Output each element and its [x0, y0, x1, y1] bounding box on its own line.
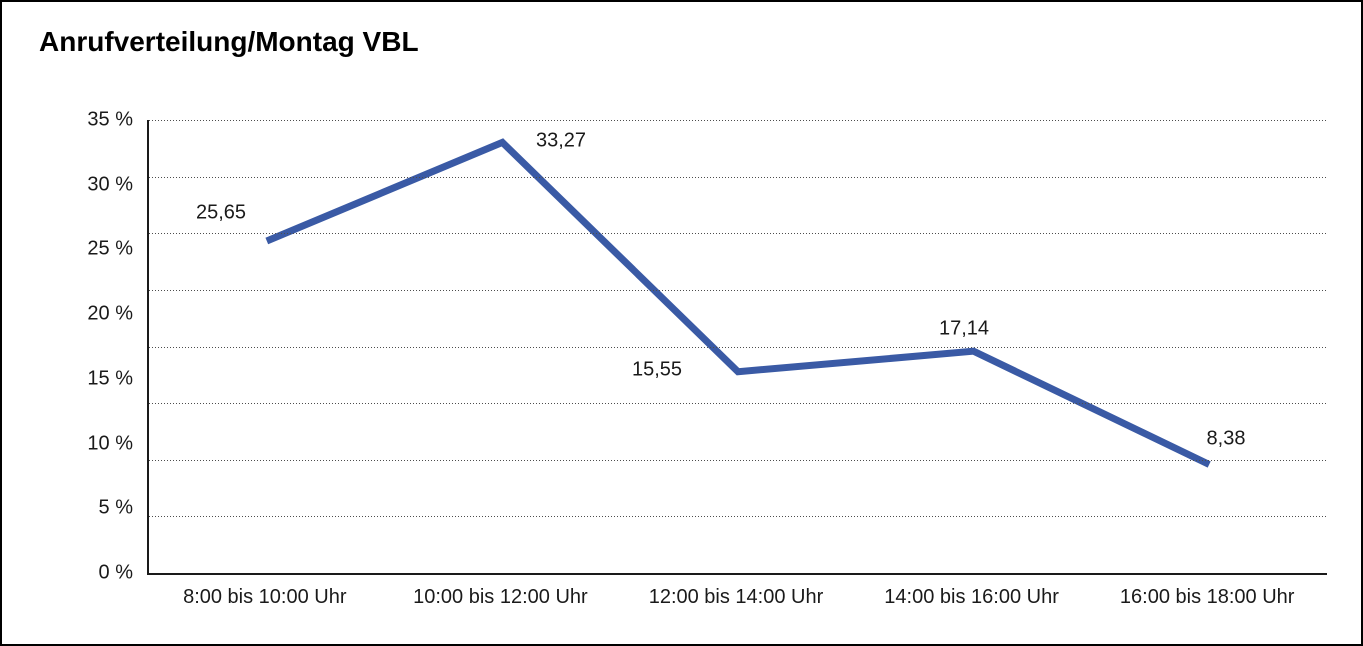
- x-axis: 8:00 bis 10:00 Uhr 10:00 bis 12:00 Uhr 12:…: [147, 584, 1325, 610]
- x-axis-label: 8:00 bis 10:00 Uhr: [183, 586, 347, 608]
- x-axis-label: 16:00 bis 18:00 Uhr: [1119, 586, 1295, 608]
- y-tick-label: 25 %: [87, 237, 133, 260]
- y-tick-label: 35 %: [87, 108, 133, 131]
- y-tick-label: 30 %: [87, 173, 133, 196]
- y-axis: 35 % 30 % 25 % 20 % 15 % 10 % 5 % 0 %: [2, 109, 133, 584]
- plot-area: 25,65 33,27 15,55 17,14 8,38: [147, 120, 1327, 575]
- data-point-label: 8,38: [1206, 427, 1246, 450]
- chart-title: Anrufverteilung/Montag VBL: [39, 26, 419, 57]
- y-tick-label: 0 %: [98, 561, 133, 584]
- x-axis-label: 10:00 bis 12:00 Uhr: [413, 586, 588, 608]
- gridline: [149, 233, 1327, 235]
- gridline: [149, 516, 1327, 518]
- gridline: [149, 403, 1327, 405]
- data-point-label: 33,27: [535, 129, 587, 152]
- gridline: [149, 289, 1327, 291]
- data-point-label: 15,55: [631, 358, 683, 381]
- gridline: [149, 346, 1327, 348]
- y-tick-label: 15 %: [87, 367, 133, 390]
- gridline: [149, 176, 1327, 178]
- gridline: [149, 459, 1327, 461]
- y-tick-label: 5 %: [98, 496, 133, 519]
- y-tick-label: 10 %: [87, 432, 133, 455]
- y-tick-label: 20 %: [87, 302, 133, 325]
- x-axis-label: 14:00 bis 16:00 Uhr: [884, 586, 1059, 608]
- gridline: [149, 120, 1327, 121]
- data-point-label: 25,65: [195, 201, 247, 224]
- line-series: [265, 138, 1211, 468]
- x-axis-label: 12:00 bis 14:00 Uhr: [648, 586, 824, 608]
- data-point-label: 17,14: [938, 317, 990, 340]
